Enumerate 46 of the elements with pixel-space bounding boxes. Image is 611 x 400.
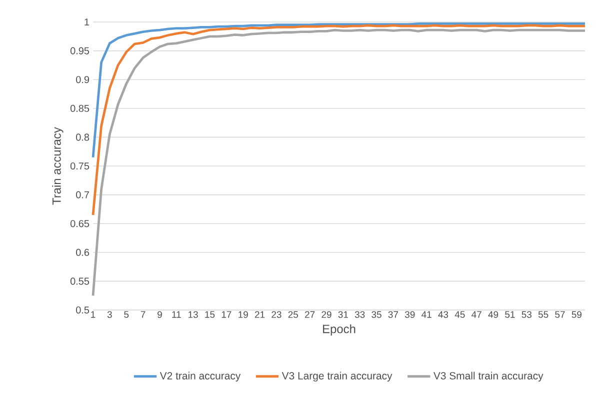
x-tick-label: 51: [505, 311, 515, 318]
y-tick-label: 0.6: [76, 248, 90, 256]
x-tick-label: 19: [238, 311, 248, 318]
legend-label: V2 train accuracy: [160, 372, 241, 382]
x-tick-label: 35: [372, 311, 382, 318]
x-tick-label: 1: [91, 311, 96, 318]
x-tick-label: 25: [288, 311, 298, 318]
x-tick-label: 33: [354, 311, 365, 318]
x-tick-label: 7: [140, 311, 146, 318]
x-tick-label: 53: [522, 311, 532, 318]
x-tick-label: 31: [338, 311, 348, 318]
y-tick-label: 1: [84, 18, 90, 26]
x-axis-title: Epoch: [323, 324, 356, 336]
y-tick-label: 0.5: [76, 306, 90, 314]
y-axis-title: Train accuracy: [52, 127, 64, 205]
x-tick-label: 39: [404, 311, 415, 318]
x-tick-label: 5: [124, 311, 129, 318]
x-tick-label: 17: [222, 311, 232, 318]
y-tick-label: 0.75: [70, 162, 90, 170]
x-tick-label: 9: [158, 311, 162, 318]
y-tick-label: 0.8: [76, 134, 90, 141]
x-tick-label: 57: [555, 311, 565, 318]
x-tick-label: 15: [205, 311, 215, 318]
x-tick-label: 23: [272, 311, 282, 318]
x-tick-label: 29: [322, 311, 332, 318]
x-tick-label: 11: [172, 311, 181, 318]
x-tick-label: 13: [188, 311, 198, 318]
y-tick-label: 0.7: [76, 191, 89, 198]
x-tick-label: 41: [422, 311, 432, 318]
x-tick-label: 49: [488, 311, 498, 318]
x-tick-label: 59: [572, 311, 582, 318]
x-tick-label: 27: [305, 311, 315, 318]
y-tick-label: 0.95: [70, 47, 90, 54]
y-tick-label: 0.65: [70, 220, 90, 228]
x-tick-label: 55: [538, 311, 548, 318]
x-tick-label: 21: [254, 311, 265, 318]
x-tick-label: 37: [388, 311, 398, 318]
y-tick-label: 0.85: [70, 104, 90, 112]
legend-label: V3 Small train accuracy: [433, 372, 544, 382]
y-tick-label: 0.9: [76, 76, 90, 84]
y-tick-label: 0.55: [70, 278, 90, 285]
x-tick-label: 3: [107, 311, 112, 318]
x-tick-label: 43: [438, 311, 448, 318]
legend-label: V3 Large train accuracy: [282, 372, 392, 382]
x-tick-label: 45: [454, 311, 465, 318]
x-tick-label: 47: [472, 311, 482, 318]
